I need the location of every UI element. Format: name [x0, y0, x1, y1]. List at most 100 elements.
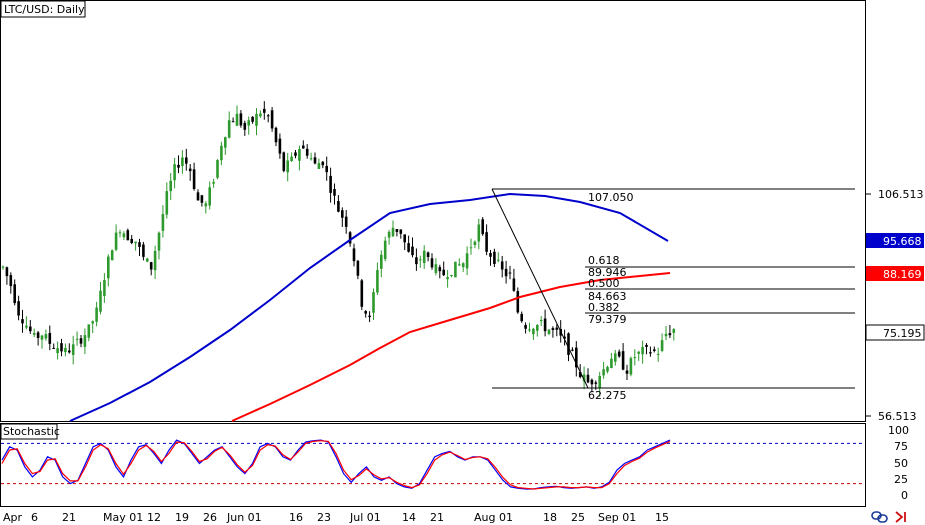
- candle: [536, 324, 539, 337]
- red-moving-average: [231, 272, 671, 422]
- candle: [118, 229, 122, 238]
- candle: [520, 311, 523, 323]
- candle: [337, 195, 340, 213]
- candle: [255, 108, 258, 136]
- candle: [317, 158, 321, 169]
- candle: [512, 268, 516, 292]
- candle: [461, 262, 465, 272]
- candle: [504, 260, 508, 284]
- candle: [532, 327, 535, 340]
- stoch-tick-25: 25: [894, 473, 908, 486]
- candle: [1, 265, 5, 270]
- scroll-right-icon[interactable]: [895, 511, 906, 523]
- fib-low-label: 62.275: [588, 389, 627, 402]
- stochastic-panel-frame: [0, 423, 866, 507]
- candle: [99, 281, 102, 315]
- candle: [590, 378, 594, 393]
- candle: [173, 157, 176, 189]
- candle: [305, 144, 309, 159]
- candle: [126, 228, 130, 241]
- candle: [114, 224, 118, 252]
- candle: [83, 328, 87, 355]
- price-tick-106: 106.513: [878, 188, 924, 201]
- time-tick-14: 18: [543, 511, 557, 524]
- candle: [356, 259, 360, 280]
- candle: [302, 140, 305, 149]
- candle: [192, 162, 196, 191]
- candle: [239, 110, 243, 128]
- candle: [633, 349, 637, 366]
- candle: [157, 231, 161, 260]
- fibonacci-retracement: 107.050 0.618 89.946 0.500 84.663 0.382 …: [491, 188, 855, 402]
- candle: [278, 133, 282, 159]
- candle: [656, 347, 660, 362]
- candle: [294, 149, 297, 159]
- moving-averages: [69, 192, 671, 422]
- candle: [235, 105, 239, 127]
- candle: [446, 269, 449, 288]
- time-tick-3: May 01: [103, 511, 143, 524]
- time-tick-7: Jun 01: [226, 511, 262, 524]
- candle: [196, 189, 200, 201]
- candle: [458, 258, 461, 266]
- stoch-tick-100: 100: [888, 424, 909, 437]
- candle: [426, 251, 430, 262]
- link-icon[interactable]: [871, 511, 888, 523]
- candle: [200, 194, 204, 207]
- candle: [329, 167, 332, 203]
- time-tick-16: Sep 01: [598, 511, 636, 524]
- candle: [575, 341, 578, 377]
- candle: [610, 352, 613, 369]
- candle: [134, 241, 137, 251]
- candle: [493, 248, 496, 268]
- candle: [259, 110, 262, 118]
- candle: [298, 145, 301, 171]
- candle: [477, 218, 481, 250]
- candle: [617, 349, 621, 358]
- candle: [107, 254, 110, 287]
- candle: [32, 328, 36, 338]
- candle: [103, 273, 106, 303]
- candle: [208, 181, 211, 210]
- candle: [598, 371, 601, 397]
- candle: [454, 261, 457, 278]
- candle: [341, 207, 344, 227]
- candle: [539, 316, 543, 327]
- stoch-tick-50: 50: [894, 457, 908, 470]
- candle: [660, 333, 664, 353]
- candle: [40, 334, 44, 349]
- candle: [368, 311, 371, 323]
- candle: [629, 356, 633, 377]
- candle: [325, 156, 328, 181]
- candle: [450, 274, 453, 278]
- candle: [52, 343, 55, 349]
- candle: [87, 324, 91, 342]
- candle: [586, 368, 590, 384]
- candle: [56, 341, 59, 360]
- candle: [95, 301, 98, 327]
- candle: [165, 182, 169, 219]
- fib-ratio-500: 0.500: [588, 277, 620, 290]
- fib-trend-line: [491, 188, 589, 389]
- stochastic-title: Stochastic: [0, 423, 60, 440]
- candle: [36, 330, 40, 346]
- fib-high-label: 107.050: [588, 191, 634, 204]
- candle: [551, 326, 555, 338]
- candle: [149, 261, 153, 276]
- candle: [138, 238, 141, 256]
- candle: [231, 117, 235, 123]
- price-tick-56: 56.513: [878, 410, 917, 423]
- candle: [68, 343, 71, 354]
- fib-price-500: 84.663: [588, 290, 627, 303]
- candle: [563, 329, 566, 346]
- candle: [263, 101, 266, 120]
- candle: [25, 316, 28, 330]
- time-tick-15: 25: [571, 511, 585, 524]
- stochastic-lines: [1, 439, 671, 490]
- candle: [621, 343, 625, 371]
- candle: [391, 220, 395, 237]
- candle: [582, 366, 586, 390]
- time-tick-9: 23: [317, 511, 331, 524]
- candle: [161, 205, 165, 238]
